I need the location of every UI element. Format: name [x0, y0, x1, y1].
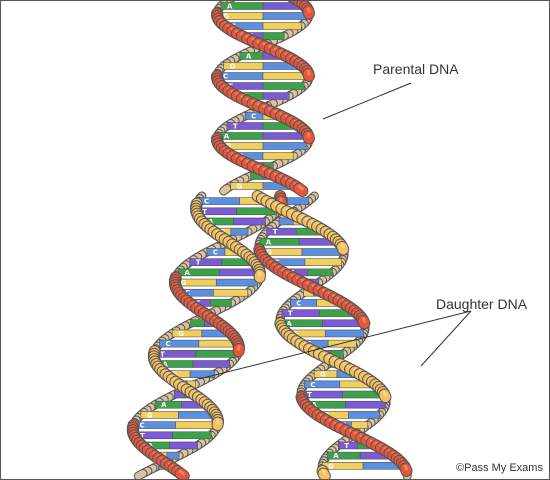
- right-daughter-helix-strand-b-highlight: [382, 391, 387, 397]
- right-daughter-helix-base-letter: G: [320, 371, 326, 379]
- right-daughter-helix-base-c: [290, 299, 317, 307]
- parental-helix-strand-b-highlight: [306, 70, 311, 76]
- left-daughter-helix-base-t: [192, 360, 230, 368]
- right-daughter-helix-base-t: [345, 400, 387, 409]
- left-daughter-helix-base-letter: A: [161, 401, 167, 409]
- left-daughter-helix-base-c: [215, 278, 258, 287]
- daughter-dna-label: Daughter DNA: [436, 296, 528, 312]
- parental-helix-base-letter: C: [223, 73, 228, 81]
- right-daughter-helix-strand-a-highlight: [403, 464, 409, 471]
- left-daughter-helix-base-letter: T: [196, 259, 201, 267]
- left-daughter-helix-base-letter: T: [140, 432, 145, 440]
- left-daughter-helix-base-a: [195, 350, 239, 358]
- parental-helix-base-t: [262, 92, 290, 100]
- left-daughter-helix-base-t: [233, 217, 266, 226]
- right-daughter-helix-base-letter: A: [266, 238, 272, 246]
- copyright-credit: ©Pass My Exams: [456, 462, 543, 474]
- left-daughter-helix-base-letter: C: [204, 198, 209, 206]
- right-daughter-helix-base-letter: A: [286, 320, 292, 328]
- parental-helix-base-letter: G: [223, 13, 229, 21]
- parental-helix-strand-a-highlight: [306, 132, 311, 138]
- parental-leader-line: [322, 82, 412, 120]
- left-daughter-helix-base-a: [172, 431, 212, 440]
- left-daughter-helix-base-letter: C: [166, 340, 171, 348]
- parental-dna-label: Parental DNA: [373, 61, 459, 77]
- parental-helix-base-c: [262, 142, 307, 150]
- parental-helix-base-c: [262, 12, 310, 20]
- left-daughter-helix-base-letter: C: [213, 249, 218, 257]
- parental-helix-strand-b-highlight: [297, 185, 304, 191]
- left-daughter-helix-base-letter: C: [140, 422, 145, 430]
- left-daughter-helix-base-a: [210, 299, 232, 307]
- left-daughter-helix-base-letter: A: [185, 269, 191, 277]
- left-daughter-helix-base-g: [175, 421, 218, 429]
- parental-helix-base-letter: A: [246, 53, 252, 61]
- right-daughter-helix-base-g: [304, 258, 342, 266]
- right-daughter-helix-base-letter: A: [312, 401, 318, 409]
- parental-helix-base-g: [230, 182, 264, 190]
- right-daughter-helix-strand-b-highlight: [340, 243, 345, 249]
- left-daughter-helix-base-letter: C: [185, 289, 190, 297]
- left-daughter-helix-base-letter: A: [162, 361, 168, 369]
- right-daughter-helix-base-a: [307, 268, 333, 277]
- right-daughter-helix-base-letter: C: [310, 381, 315, 389]
- right-daughter-helix-base-c: [348, 411, 380, 419]
- right-daughter-helix-base-letter: A: [333, 452, 339, 460]
- parental-helix-base-letter: G: [237, 183, 243, 191]
- parental-helix-base-letter: T: [233, 123, 238, 131]
- parental-helix-strand-a-segment: [220, 185, 231, 195]
- right-daughter-helix-base-letter: T: [288, 310, 293, 318]
- daughter-leader-line-left: [198, 310, 472, 380]
- parental-helix-base-letter: C: [251, 113, 256, 121]
- daughter-leader-line-right: [420, 310, 472, 367]
- left-daughter-helix-base-letter: G: [181, 279, 187, 287]
- right-daughter-helix-strand-a-highlight: [361, 317, 366, 323]
- right-daughter-helix-base-g: [351, 421, 369, 429]
- left-daughter-helix-strand-a-highlight: [178, 469, 186, 476]
- right-daughter-helix-base-letter: T: [307, 391, 312, 399]
- right-daughter-helix-base-c: [287, 197, 309, 205]
- right-daughter-helix-base-t: [266, 227, 297, 236]
- left-daughter-helix-base-letter: T: [202, 208, 207, 216]
- left-daughter-helix-base-c: [189, 370, 216, 378]
- left-daughter-helix-strand-a-segment: [175, 468, 189, 479]
- left-daughter-helix-base-c: [230, 227, 249, 236]
- right-daughter-helix-base-letter: C: [296, 299, 301, 307]
- left-daughter-helix-base-c: [166, 451, 180, 460]
- parental-helix-base-letter: G: [230, 63, 236, 71]
- left-daughter-helix-base-a: [190, 319, 205, 328]
- right-daughter-helix-base-letter: G: [328, 462, 334, 470]
- parental-helix-base-a: [239, 52, 264, 60]
- left-daughter-helix-base-letter: G: [147, 411, 153, 419]
- right-daughter-helix-strand-b-highlight: [321, 469, 327, 476]
- right-daughter-helix-base-a: [326, 451, 361, 460]
- left-daughter-helix-strand-b-segment: [134, 469, 147, 479]
- right-daughter-helix-base-letter: T: [344, 442, 349, 450]
- parental-helix-base-a: [262, 32, 285, 40]
- parental-helix-base-g: [262, 22, 302, 30]
- parental-helix-base-letter: A: [224, 133, 230, 141]
- left-daughter-helix-base-t: [169, 441, 199, 450]
- left-daughter-helix-base-t: [189, 258, 223, 266]
- left-daughter-helix-base-a: [154, 400, 182, 409]
- left-daughter-helix-base-g: [171, 329, 203, 338]
- left-daughter-helix-base-letter: T: [160, 350, 165, 358]
- left-daughter-helix-base-letter: G: [178, 330, 184, 338]
- parental-helix-base-letter: A: [227, 3, 233, 11]
- parental-helix-base-a: [262, 82, 305, 90]
- parental-helix-strand-a-highlight: [306, 7, 311, 13]
- right-daughter-helix-base-letter: G: [266, 249, 272, 257]
- backbone-front-layer: [126, 1, 413, 479]
- right-daughter-helix-base-c: [324, 329, 365, 338]
- right-daughter-helix-base-letter: T: [273, 228, 278, 236]
- left-daughter-helix-base-g: [213, 288, 249, 297]
- parental-helix-strand-b-segment: [294, 183, 308, 196]
- parental-helix-base-g: [262, 152, 295, 160]
